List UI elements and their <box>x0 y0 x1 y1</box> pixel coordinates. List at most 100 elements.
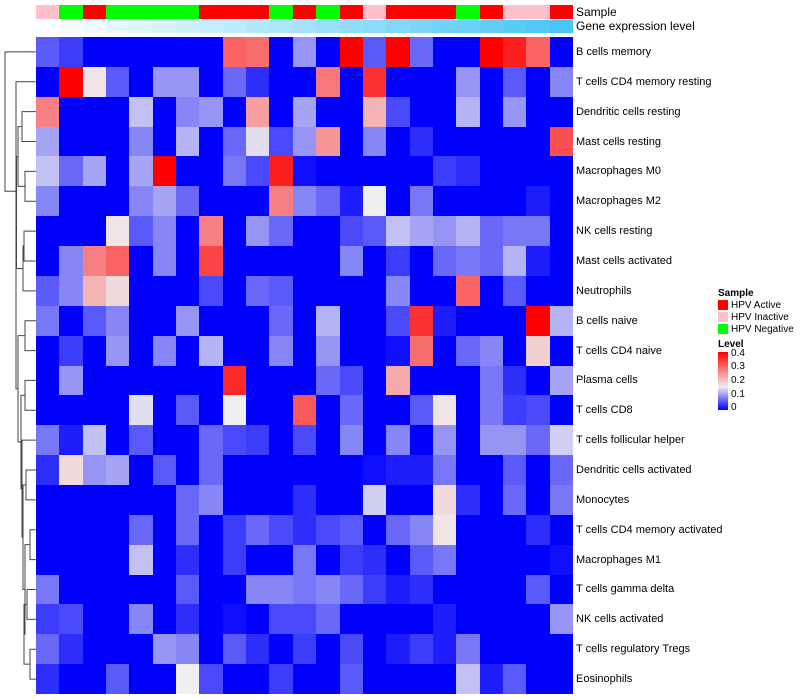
heatmap-cell <box>36 66 60 98</box>
gene-expression-annotation-cell <box>82 20 107 33</box>
heatmap-cell <box>502 216 527 247</box>
heatmap-cell <box>106 544 130 576</box>
heatmap-cell <box>129 335 154 366</box>
heatmap-cell <box>36 604 60 635</box>
heatmap-cell <box>106 514 130 546</box>
heatmap-cell <box>502 246 527 277</box>
row-dendrogram <box>4 51 36 680</box>
heatmap-cell <box>59 37 84 68</box>
heatmap-cell <box>526 634 551 665</box>
heatmap-cell <box>386 96 411 128</box>
heatmap-cell <box>152 544 177 576</box>
heatmap-cell <box>549 574 574 605</box>
row-label: Dendritic cells activated <box>576 464 692 477</box>
row-label: Macrophages M2 <box>576 195 661 208</box>
heatmap-cell <box>222 156 247 187</box>
sample-annotation-cell <box>549 5 574 19</box>
heatmap-cell <box>479 484 504 516</box>
heatmap-cell <box>59 156 84 187</box>
gene-expression-annotation-cell <box>316 20 341 33</box>
heatmap-cell <box>479 514 504 546</box>
heatmap-cell <box>479 455 504 486</box>
heatmap-cell <box>409 395 434 426</box>
heatmap-cell <box>199 305 224 337</box>
heatmap-cell <box>82 634 107 665</box>
heatmap-cell <box>106 156 130 187</box>
heatmap-cell <box>526 186 551 217</box>
heatmap-cell <box>106 246 130 277</box>
heatmap-cell <box>456 186 481 217</box>
sample-annotation-cell <box>292 5 317 19</box>
heatmap-cell <box>432 246 457 277</box>
row-label: B cells naive <box>576 314 638 327</box>
heatmap-cell <box>502 634 527 665</box>
heatmap-cell <box>222 664 247 695</box>
heatmap-cell <box>409 246 434 277</box>
heatmap-cell <box>316 544 341 576</box>
level-tick-0: 0 <box>731 402 737 413</box>
heatmap-cell <box>199 455 224 486</box>
heatmap-cell <box>152 186 177 217</box>
heatmap-cell <box>526 216 551 247</box>
heatmap-cell <box>316 365 341 396</box>
sample-annotation-cell <box>129 5 154 19</box>
heatmap-cell <box>549 365 574 396</box>
heatmap-cell <box>106 664 130 695</box>
heatmap-cell <box>456 216 481 247</box>
heatmap-cell <box>339 156 364 187</box>
heatmap-cell <box>456 156 481 187</box>
row-label: Neutrophils <box>576 284 632 297</box>
heatmap-cell <box>129 484 154 516</box>
heatmap-cell <box>129 664 154 695</box>
heatmap-cell <box>479 126 504 157</box>
heatmap-cell <box>129 37 154 68</box>
heatmap-cell <box>129 604 154 635</box>
heatmap-cell <box>362 37 387 68</box>
sample-annotation-cell <box>386 5 411 19</box>
heatmap-cell <box>479 634 504 665</box>
heatmap-cell <box>292 365 317 396</box>
heatmap-cell <box>292 335 317 366</box>
heatmap-cell <box>526 514 551 546</box>
heatmap-cell <box>479 216 504 247</box>
heatmap-cell <box>386 66 411 98</box>
heatmap-cell <box>222 126 247 157</box>
heatmap-cell <box>292 246 317 277</box>
heatmap-cell <box>152 246 177 277</box>
heatmap-cell <box>82 216 107 247</box>
heatmap-cell <box>362 604 387 635</box>
heatmap-cell <box>269 544 294 576</box>
heatmap-cell <box>129 246 154 277</box>
heatmap-cell <box>82 126 107 157</box>
heatmap-cell <box>106 305 130 337</box>
heatmap-cell <box>409 37 434 68</box>
heatmap-cell <box>409 216 434 247</box>
heatmap-cell <box>246 634 270 665</box>
heatmap-cell <box>222 37 247 68</box>
heatmap-cell <box>82 484 107 516</box>
heatmap-cell <box>386 126 411 157</box>
heatmap-cell <box>479 66 504 98</box>
heatmap-cell <box>409 634 434 665</box>
heatmap-cell <box>526 395 551 426</box>
heatmap-cell <box>362 186 387 217</box>
heatmap-cell <box>36 216 60 247</box>
heatmap-cell <box>432 634 457 665</box>
heatmap-cell <box>479 604 504 635</box>
heatmap-cell <box>292 544 317 576</box>
heatmap-cell <box>269 66 294 98</box>
heatmap-cell <box>269 37 294 68</box>
heatmap-cell <box>36 186 60 217</box>
heatmap-cell <box>432 455 457 486</box>
heatmap-cell <box>362 544 387 576</box>
heatmap-cell <box>549 156 574 187</box>
heatmap-cell <box>386 156 411 187</box>
heatmap-cell <box>246 395 270 426</box>
heatmap-cell <box>269 186 294 217</box>
heatmap-cell <box>269 365 294 396</box>
heatmap-cell <box>222 604 247 635</box>
heatmap-cell <box>362 574 387 605</box>
gene-expression-annotation-cell <box>269 20 294 33</box>
heatmap-cell <box>339 544 364 576</box>
sample-annotation-cell <box>269 5 294 19</box>
